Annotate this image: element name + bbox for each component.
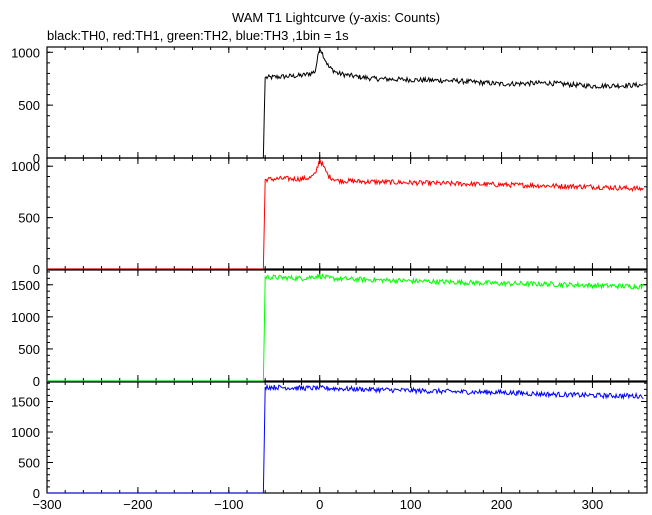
y-tick-label: 1000 [11,159,40,174]
y-tick-label: 1000 [11,310,40,325]
panel-frame [46,269,648,382]
y-tick-label: 500 [18,211,40,226]
panel-th2: 0 500 1000 1500 [11,269,648,389]
x-tick-label: 300 [582,497,604,512]
panel-frame [46,381,648,494]
y-tick-label: 0 [33,374,40,389]
panel-frame [46,157,648,270]
x-tick-label: 100 [400,497,422,512]
y-tick-label: 500 [18,456,40,471]
panel-frame [46,46,648,159]
y-tick-label: 500 [18,342,40,357]
chart-title: WAM T1 Lightcurve (y-axis: Counts) [232,10,440,25]
series-line-th2 [47,273,644,382]
panel-th0: 0 500 1000 [11,45,648,166]
chart-subtitle: black:TH0, red:TH1, green:TH2, blue:TH3 … [47,28,349,43]
x-tick-label: −300 [32,497,61,512]
x-tick-label: 200 [491,497,513,512]
y-tick-label: 0 [33,486,40,501]
x-tick-label: −200 [123,497,152,512]
panel-th3: 0 500 1000 1500 [11,381,648,501]
y-tick-label: 1000 [11,425,40,440]
y-tick-label: 0 [33,151,40,166]
series-line-th0 [47,48,644,159]
y-tick-label: 1500 [11,278,40,293]
y-tick-label: 500 [18,98,40,113]
series-line-th3 [47,383,644,494]
series-line-th1 [47,159,644,270]
y-tick-label: 0 [33,262,40,277]
x-axis: −300 −200 −100 0 100 200 300 [32,497,603,512]
x-tick-label: 0 [316,497,323,512]
x-tick-label: −100 [214,497,243,512]
y-tick-label: 1000 [11,45,40,60]
y-tick-label: 1500 [11,395,40,410]
panel-th1: 0 500 1000 [11,157,648,277]
